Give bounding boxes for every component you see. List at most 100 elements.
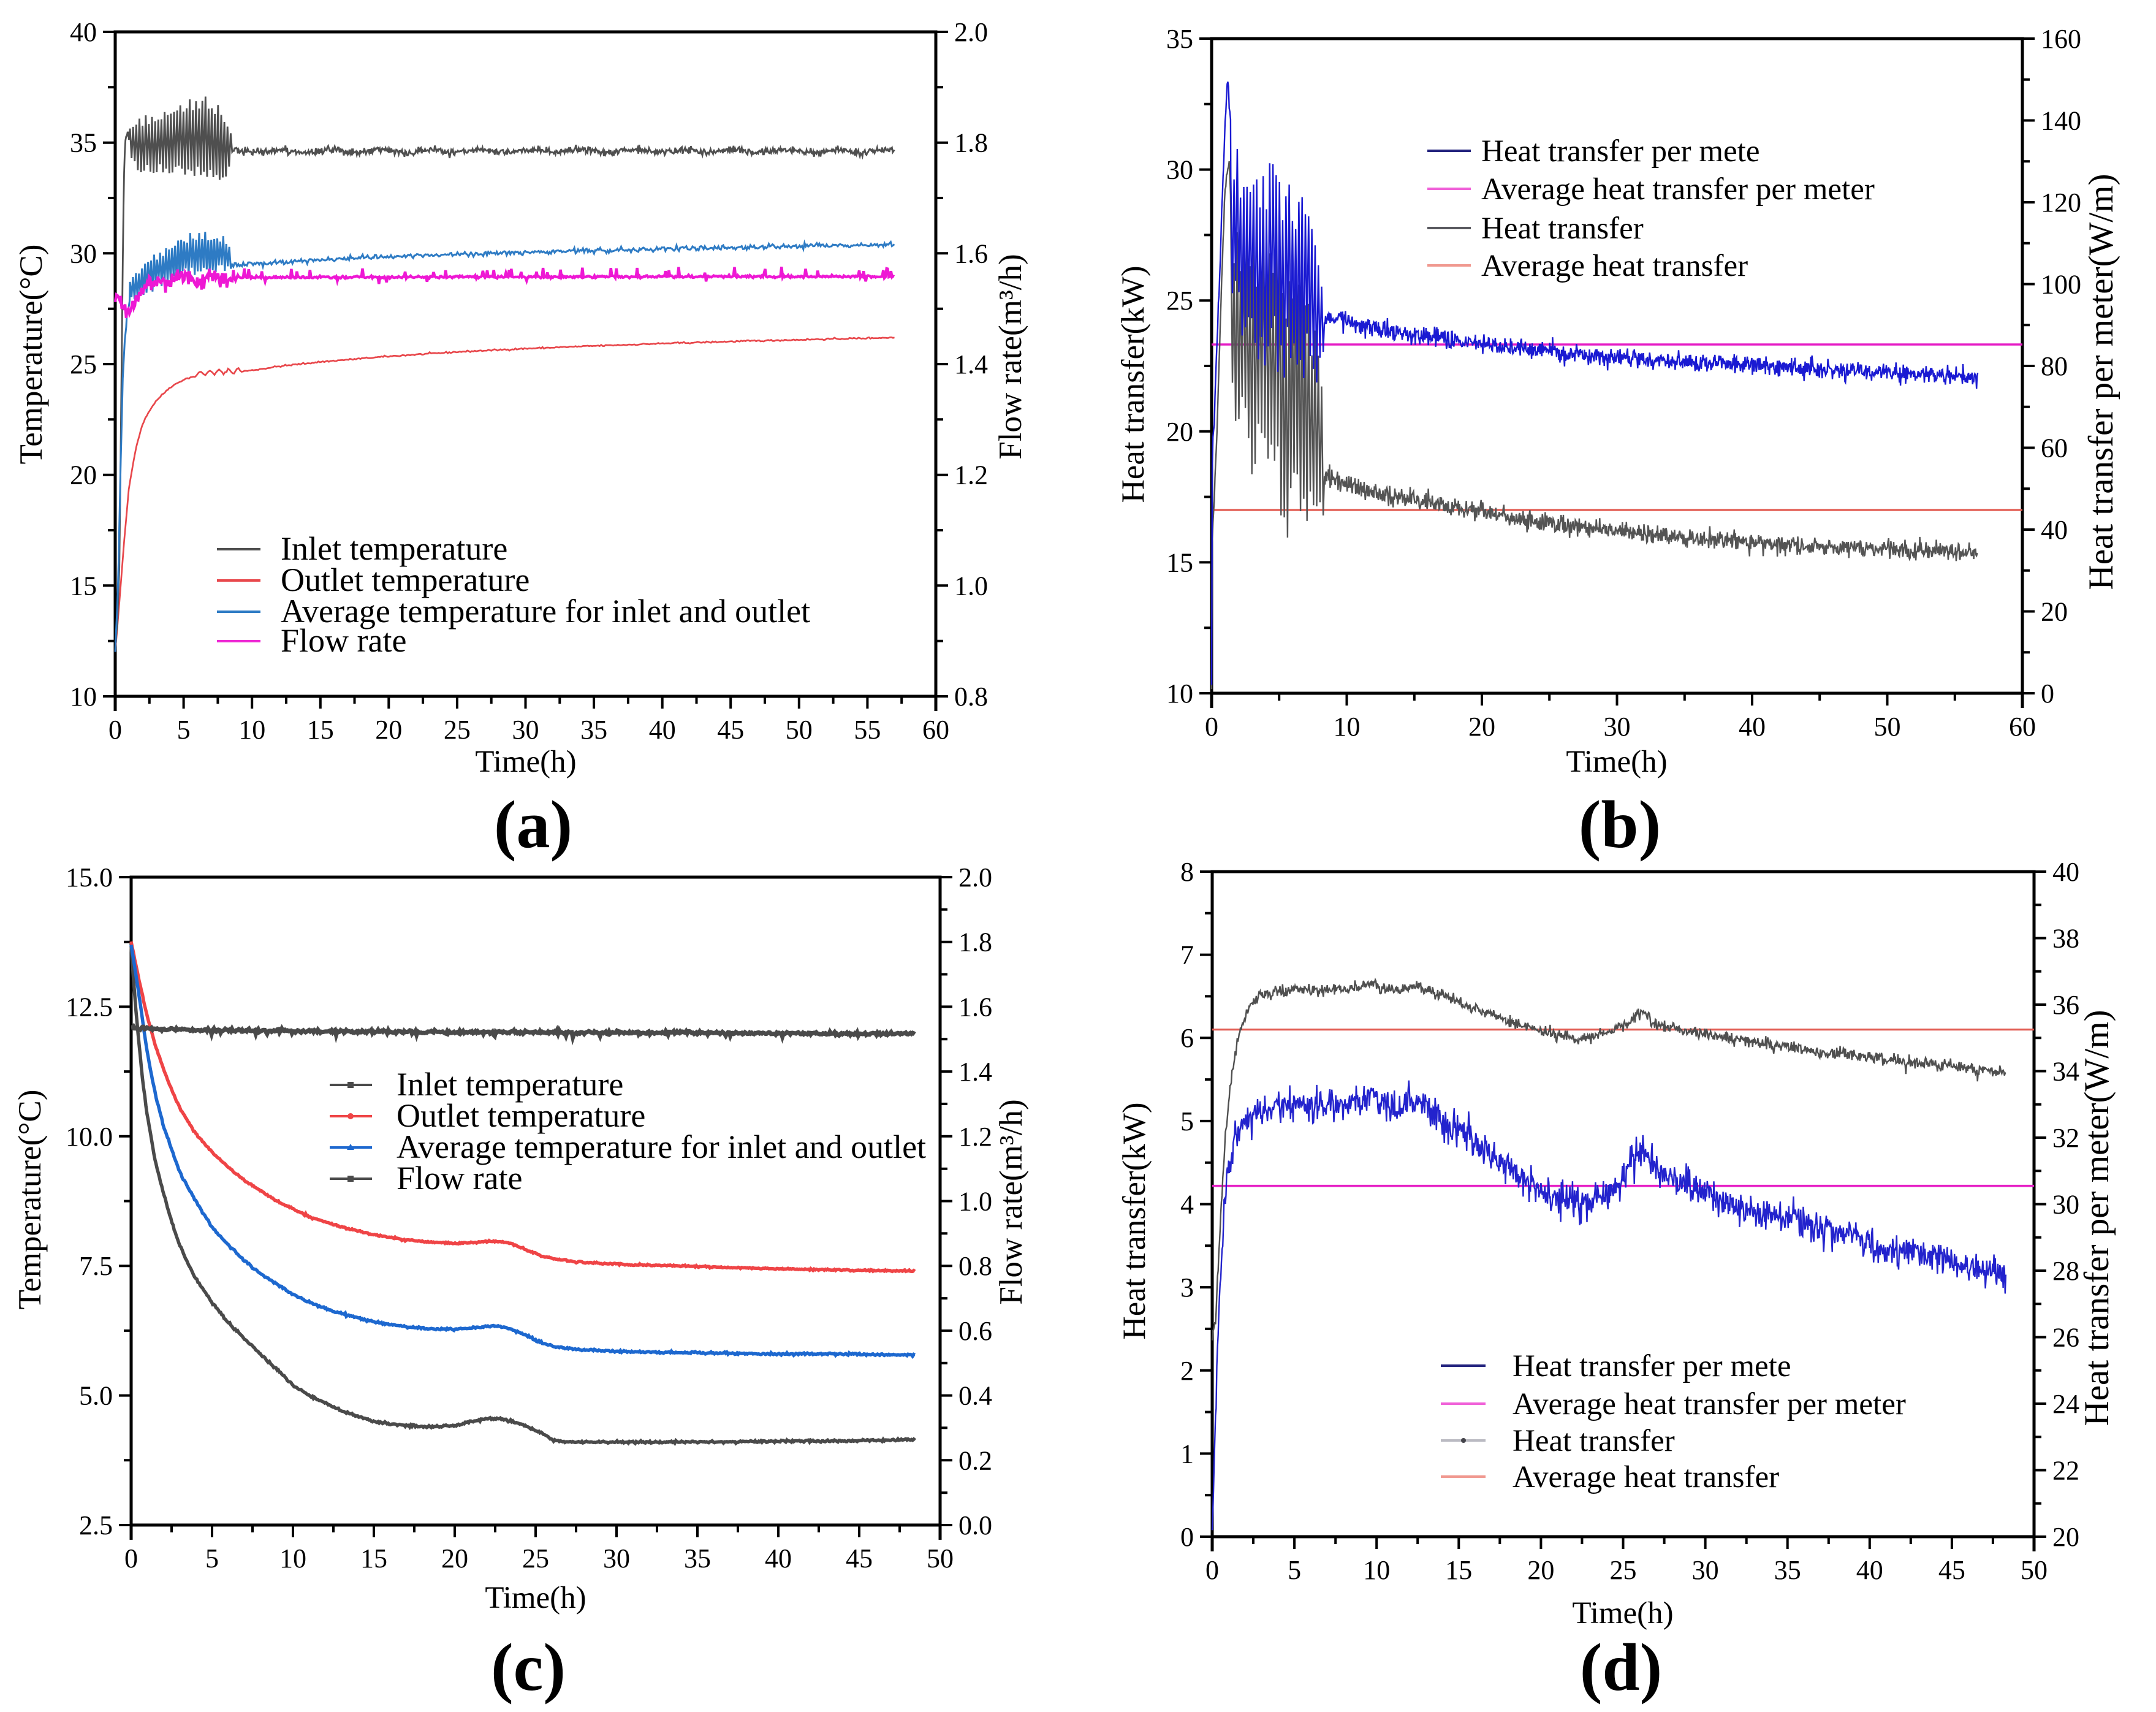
svg-text:2.0: 2.0 bbox=[954, 17, 988, 47]
svg-text:120: 120 bbox=[2041, 188, 2081, 218]
svg-text:10: 10 bbox=[238, 715, 265, 745]
svg-text:35: 35 bbox=[684, 1543, 711, 1573]
svg-text:Heat transfer(kW): Heat transfer(kW) bbox=[1115, 266, 1151, 503]
svg-text:55: 55 bbox=[854, 715, 881, 745]
svg-text:2.0: 2.0 bbox=[958, 862, 992, 892]
svg-text:Heat transfer: Heat transfer bbox=[1481, 211, 1644, 246]
svg-text:0.6: 0.6 bbox=[958, 1316, 992, 1346]
svg-text:25: 25 bbox=[444, 715, 471, 745]
svg-text:10: 10 bbox=[279, 1543, 306, 1573]
svg-text:1.0: 1.0 bbox=[954, 571, 988, 601]
svg-text:0: 0 bbox=[1180, 1522, 1194, 1552]
svg-text:5.0: 5.0 bbox=[79, 1381, 113, 1411]
svg-text:Temperature(°C): Temperature(°C) bbox=[13, 245, 49, 465]
svg-text:15: 15 bbox=[1166, 547, 1193, 577]
svg-text:Heat transfer(kW): Heat transfer(kW) bbox=[1117, 1103, 1152, 1340]
svg-text:0: 0 bbox=[2041, 679, 2054, 709]
svg-text:30: 30 bbox=[2052, 1190, 2079, 1220]
svg-text:36: 36 bbox=[2052, 990, 2079, 1020]
svg-text:1.4: 1.4 bbox=[958, 1057, 992, 1087]
svg-text:2.5: 2.5 bbox=[79, 1510, 113, 1540]
svg-text:20: 20 bbox=[375, 715, 402, 745]
svg-text:30: 30 bbox=[512, 715, 539, 745]
svg-text:15: 15 bbox=[307, 715, 334, 745]
svg-text:20: 20 bbox=[2052, 1522, 2079, 1552]
svg-text:30: 30 bbox=[1692, 1555, 1719, 1585]
svg-text:Average heat transfer per mete: Average heat transfer per meter bbox=[1513, 1387, 1906, 1421]
svg-text:60: 60 bbox=[922, 715, 949, 745]
svg-text:1.4: 1.4 bbox=[954, 349, 988, 379]
svg-text:100: 100 bbox=[2041, 270, 2081, 300]
svg-text:Average temperature for inlet: Average temperature for inlet and outlet bbox=[397, 1128, 926, 1165]
svg-text:(c): (c) bbox=[491, 1630, 566, 1705]
svg-text:32: 32 bbox=[2052, 1123, 2079, 1153]
svg-text:Average temperature for inlet: Average temperature for inlet and outlet bbox=[281, 593, 810, 630]
svg-text:1.2: 1.2 bbox=[958, 1122, 992, 1152]
svg-text:0.8: 0.8 bbox=[958, 1251, 992, 1281]
svg-text:1.8: 1.8 bbox=[958, 927, 992, 957]
svg-text:5: 5 bbox=[205, 1543, 219, 1573]
svg-text:0.2: 0.2 bbox=[958, 1445, 992, 1475]
svg-text:38: 38 bbox=[2052, 924, 2079, 954]
svg-text:(a): (a) bbox=[494, 787, 572, 862]
svg-text:0: 0 bbox=[1205, 1555, 1219, 1585]
svg-text:Outlet temperature: Outlet temperature bbox=[281, 561, 530, 598]
svg-text:Inlet temperature: Inlet temperature bbox=[397, 1066, 623, 1103]
svg-text:22: 22 bbox=[2052, 1456, 2079, 1486]
svg-text:1.8: 1.8 bbox=[954, 128, 988, 158]
svg-text:Time(h): Time(h) bbox=[1566, 745, 1667, 779]
svg-text:10.0: 10.0 bbox=[66, 1122, 113, 1152]
svg-text:40: 40 bbox=[765, 1543, 792, 1573]
svg-text:Heat transfer per meter(W/m): Heat transfer per meter(W/m) bbox=[2078, 1010, 2116, 1426]
svg-text:8: 8 bbox=[1180, 857, 1194, 887]
svg-text:20: 20 bbox=[1166, 417, 1193, 447]
svg-text:Outlet temperature: Outlet temperature bbox=[397, 1097, 645, 1134]
svg-text:140: 140 bbox=[2041, 106, 2081, 136]
svg-text:20: 20 bbox=[441, 1543, 468, 1573]
svg-text:1.2: 1.2 bbox=[954, 460, 988, 490]
svg-text:40: 40 bbox=[70, 17, 97, 47]
svg-text:20: 20 bbox=[1527, 1555, 1554, 1585]
svg-text:5: 5 bbox=[177, 715, 191, 745]
svg-text:Average heat transfer per mete: Average heat transfer per meter bbox=[1481, 172, 1875, 207]
svg-text:40: 40 bbox=[1739, 712, 1766, 742]
svg-text:30: 30 bbox=[603, 1543, 630, 1573]
svg-text:1.6: 1.6 bbox=[954, 238, 988, 268]
svg-text:15.0: 15.0 bbox=[66, 862, 113, 892]
svg-text:Time(h): Time(h) bbox=[475, 745, 576, 779]
svg-text:Inlet temperature: Inlet temperature bbox=[281, 530, 507, 567]
svg-text:45: 45 bbox=[717, 715, 744, 745]
svg-text:15: 15 bbox=[1445, 1555, 1472, 1585]
svg-text:40: 40 bbox=[2041, 515, 2068, 545]
svg-text:26: 26 bbox=[2052, 1323, 2079, 1353]
svg-text:20: 20 bbox=[1468, 712, 1495, 742]
svg-text:4: 4 bbox=[1180, 1190, 1194, 1220]
svg-text:7: 7 bbox=[1180, 940, 1194, 970]
svg-text:7.5: 7.5 bbox=[79, 1251, 113, 1281]
svg-text:50: 50 bbox=[1874, 712, 1901, 742]
svg-text:Heat transfer per mete: Heat transfer per mete bbox=[1481, 134, 1760, 169]
svg-text:45: 45 bbox=[846, 1543, 873, 1573]
svg-text:1.6: 1.6 bbox=[958, 992, 992, 1022]
svg-text:15: 15 bbox=[70, 571, 97, 601]
svg-text:1.0: 1.0 bbox=[958, 1187, 992, 1217]
svg-text:0: 0 bbox=[108, 715, 122, 745]
svg-text:50: 50 bbox=[2021, 1555, 2048, 1585]
svg-text:0.8: 0.8 bbox=[954, 682, 988, 712]
svg-text:6: 6 bbox=[1180, 1023, 1194, 1053]
svg-text:60: 60 bbox=[2009, 712, 2036, 742]
svg-text:28: 28 bbox=[2052, 1256, 2079, 1286]
svg-text:12.5: 12.5 bbox=[66, 992, 113, 1022]
svg-text:160: 160 bbox=[2041, 24, 2081, 54]
svg-text:15: 15 bbox=[360, 1543, 387, 1573]
svg-text:Temperature(°C): Temperature(°C) bbox=[12, 1090, 48, 1310]
svg-text:0: 0 bbox=[124, 1543, 138, 1573]
svg-text:45: 45 bbox=[1938, 1555, 1965, 1585]
svg-text:Time(h): Time(h) bbox=[1572, 1596, 1673, 1630]
svg-text:Heat transfer: Heat transfer bbox=[1513, 1424, 1675, 1458]
svg-text:Time(h): Time(h) bbox=[485, 1581, 586, 1615]
svg-text:Flow rate(m³/h): Flow rate(m³/h) bbox=[993, 1099, 1029, 1304]
svg-text:3: 3 bbox=[1180, 1273, 1194, 1303]
svg-text:10: 10 bbox=[1166, 679, 1193, 709]
svg-text:Average heat transfer: Average heat transfer bbox=[1513, 1460, 1779, 1494]
